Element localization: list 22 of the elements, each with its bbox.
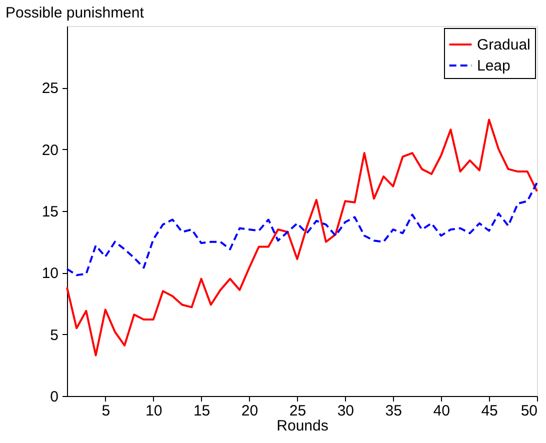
- y-tick-label: 0: [50, 388, 58, 406]
- y-tick-label: 15: [42, 204, 58, 220]
- x-tick-label: 30: [337, 402, 354, 420]
- x-tick-label: 50: [520, 402, 538, 420]
- legend-label: Gradual: [477, 36, 530, 54]
- x-tick-label: 40: [433, 402, 450, 420]
- x-tick-label: 10: [145, 402, 162, 420]
- x-tick-label: 5: [102, 402, 110, 420]
- y-tick-label: 25: [42, 80, 58, 98]
- x-tick-label: 35: [385, 402, 402, 420]
- x-tick-label: 45: [481, 402, 498, 420]
- line-series: [66, 182, 538, 276]
- y-tick-label: 20: [42, 142, 58, 159]
- x-axis-title: Rounds: [276, 418, 328, 434]
- line-series: [66, 118, 538, 356]
- x-tick-label: 25: [289, 402, 306, 420]
- y-tick-label: 5: [50, 326, 58, 344]
- x-tick-label: 20: [241, 402, 258, 420]
- y-axis-title: Possible punishment: [6, 4, 145, 22]
- x-tick-label: 15: [193, 402, 210, 420]
- legend-label: Leap: [477, 58, 510, 74]
- y-tick-label: 10: [42, 265, 58, 282]
